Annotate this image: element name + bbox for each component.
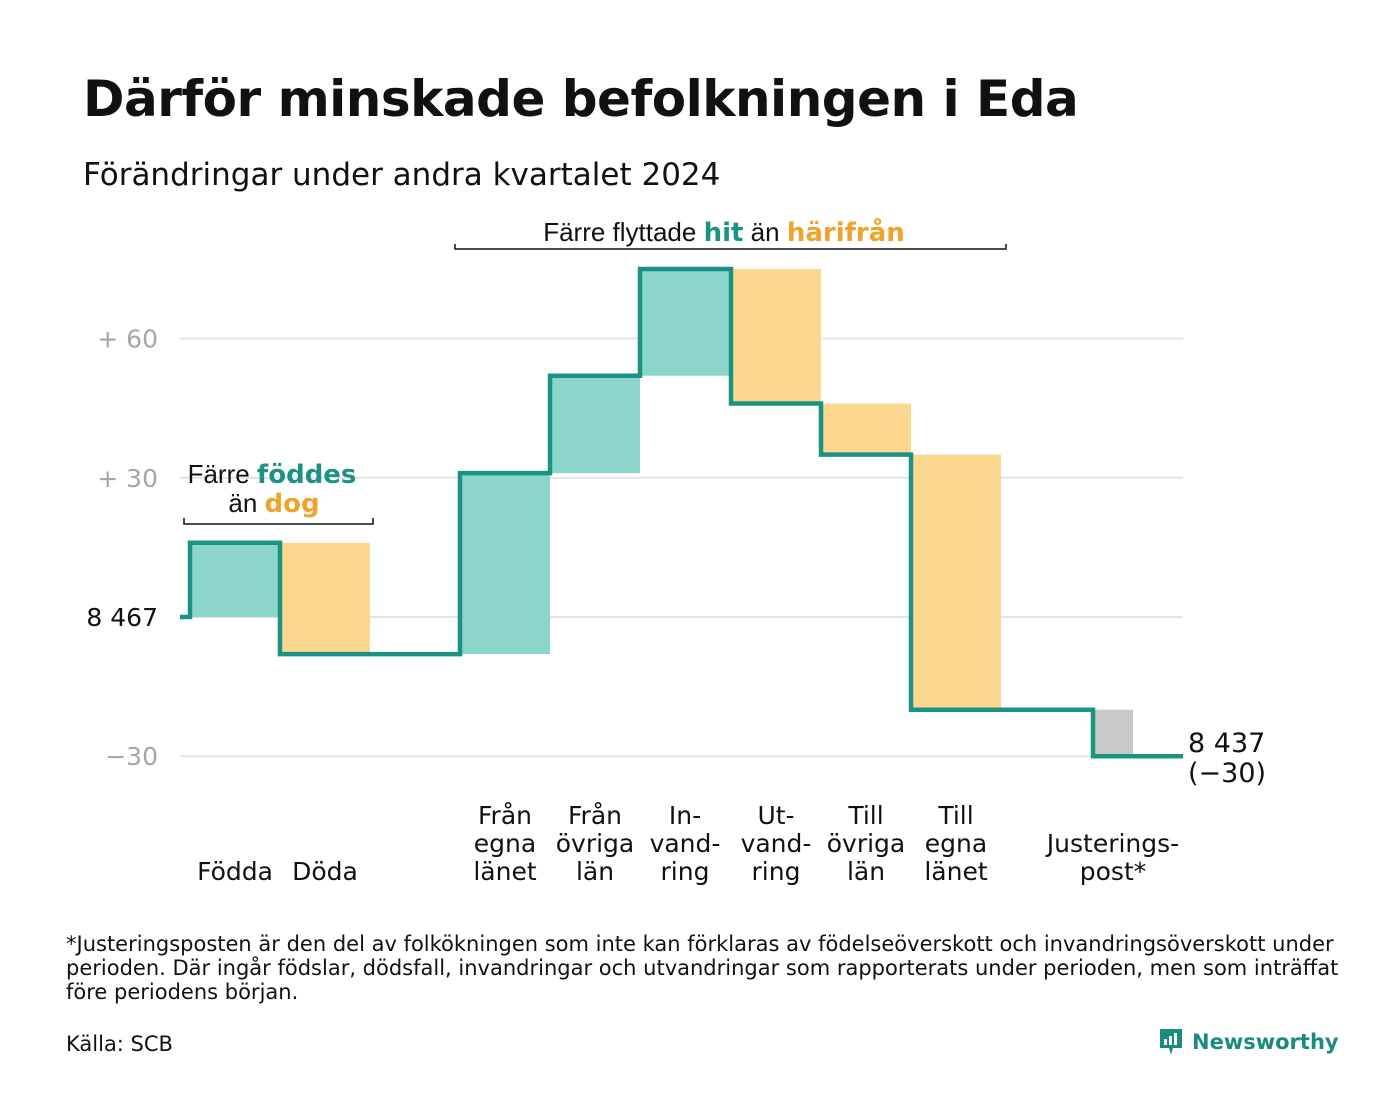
y-tick-label: −30 [105, 742, 158, 771]
category-label: In- [669, 801, 701, 830]
bar-justeringspost [1093, 709, 1133, 757]
y-tick-label: + 60 [97, 325, 158, 354]
bar-frånövrigalän [550, 375, 640, 474]
category-label: Justerings- [1045, 829, 1179, 858]
end-value-label: 8 437 [1188, 728, 1265, 759]
chart-title: Därför minskade befolkningen i Eda [83, 70, 1079, 128]
category-label: Födda [197, 857, 273, 886]
category-label: egna [925, 829, 987, 858]
bar-tillövrigalän [821, 403, 911, 455]
category-label: ring [752, 857, 801, 886]
bar-döda [280, 542, 370, 655]
category-label: övriga [556, 829, 635, 858]
footnote: *Justeringsposten är den del av folkökni… [66, 932, 1339, 1004]
category-label: länet [473, 857, 536, 886]
bar-tillegnalänet [911, 454, 1001, 710]
end-value-label: (−30) [1188, 758, 1266, 789]
annotation-out-text: härifrån [787, 216, 905, 248]
category-label: Till [847, 801, 883, 830]
annotation-births-line2: än dog [228, 488, 319, 519]
annotation-plain-text: än [228, 488, 264, 518]
category-label: post* [1080, 857, 1147, 886]
annotation-plain-text: Färre [188, 459, 257, 489]
category-label: Från [478, 801, 532, 830]
bar-frånegnalänet [460, 473, 550, 655]
category-label: Från [568, 801, 622, 830]
category-label: Döda [292, 857, 358, 886]
step-line [180, 266, 1183, 759]
category-label: vand- [741, 829, 812, 858]
bar-utvandring [731, 269, 821, 404]
logo-text: Newsworthy [1192, 1030, 1339, 1054]
annotation-out-text: dog [265, 489, 320, 519]
category-label: Till [937, 801, 973, 830]
category-label: egna [474, 829, 536, 858]
newsworthy-logo-icon [1160, 1029, 1182, 1055]
annotation-migration: Färre flyttade hit än härifrån [543, 216, 905, 248]
annotation-in-text: hit [704, 218, 744, 248]
annotation-in-text: föddes [257, 460, 357, 490]
category-label: vand- [650, 829, 721, 858]
baseline-label: 8 467 [86, 603, 158, 632]
y-tick-label: + 30 [97, 464, 158, 493]
bracket-births [183, 518, 374, 525]
category-label: övriga [827, 829, 906, 858]
category-label: län [576, 857, 614, 886]
bracket-migration [454, 244, 1007, 250]
chart-subtitle: Förändringar under andra kvartalet 2024 [83, 157, 721, 193]
category-label: ring [661, 857, 710, 886]
annotation-plain-text: Färre flyttade [543, 217, 703, 247]
annotation-plain-text: än [743, 217, 786, 247]
category-label: Ut- [757, 801, 794, 830]
annotation-births-line1: Färre föddes [188, 459, 357, 490]
category-label: länet [924, 857, 987, 886]
newsworthy-logo: Newsworthy [1158, 1026, 1339, 1058]
category-label: län [847, 857, 885, 886]
bar-födda [190, 542, 280, 617]
source-note: Källa: SCB [66, 1032, 173, 1056]
bar-invandring [640, 269, 730, 376]
